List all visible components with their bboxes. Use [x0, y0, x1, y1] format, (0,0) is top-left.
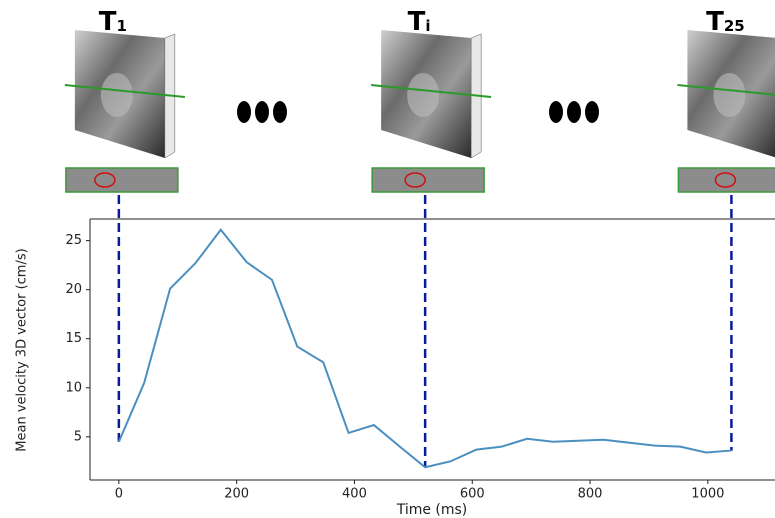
label-subscript: 1 — [117, 17, 127, 35]
x-tick-label: 200 — [224, 487, 249, 502]
slice-strip — [677, 167, 775, 193]
x-tick-label: 0 — [115, 487, 123, 502]
slice-image — [65, 167, 179, 193]
mri-structure — [713, 73, 746, 117]
label-base: T — [99, 7, 117, 37]
label-base: T — [706, 7, 724, 37]
label-subscript: i — [425, 17, 430, 35]
slice-image — [371, 167, 485, 193]
x-tick-label: 400 — [342, 487, 367, 502]
x-tick-label: 800 — [578, 487, 603, 502]
mri-structure — [407, 73, 440, 117]
y-tick-label: 25 — [65, 233, 82, 248]
slice-image — [677, 167, 775, 193]
x-axis-label: Time (ms) — [396, 502, 468, 518]
x-tick-label: 600 — [460, 487, 485, 502]
mri-slab — [371, 30, 492, 159]
mri-structure — [100, 73, 133, 117]
ellipsis — [237, 101, 599, 123]
roi-circle — [404, 172, 426, 188]
slice-plane — [677, 84, 775, 96]
mri-slab — [677, 30, 775, 158]
time-point-label: T1 — [99, 7, 127, 37]
y-tick-label: 5 — [74, 429, 82, 444]
mri-slab — [64, 30, 185, 159]
y-tick-label: 10 — [65, 380, 82, 395]
slice-plane — [64, 84, 185, 98]
y-axis-label: Mean velocity 3D vector (cm/s) — [15, 248, 30, 451]
label-subscript: 25 — [724, 17, 745, 35]
slice-strip — [65, 167, 179, 193]
roi-circle — [94, 172, 116, 188]
time-point-label: T25 — [706, 7, 745, 37]
slice-strip — [371, 167, 485, 193]
time-point-label: Ti — [408, 7, 431, 37]
data-line — [117, 228, 732, 469]
y-tick-label: 20 — [65, 282, 82, 297]
y-tick-label: 15 — [65, 331, 82, 346]
x-tick-label: 1000 — [691, 487, 724, 502]
slice-plane — [371, 84, 492, 98]
label-base: T — [408, 7, 426, 37]
roi-circle — [714, 172, 737, 188]
